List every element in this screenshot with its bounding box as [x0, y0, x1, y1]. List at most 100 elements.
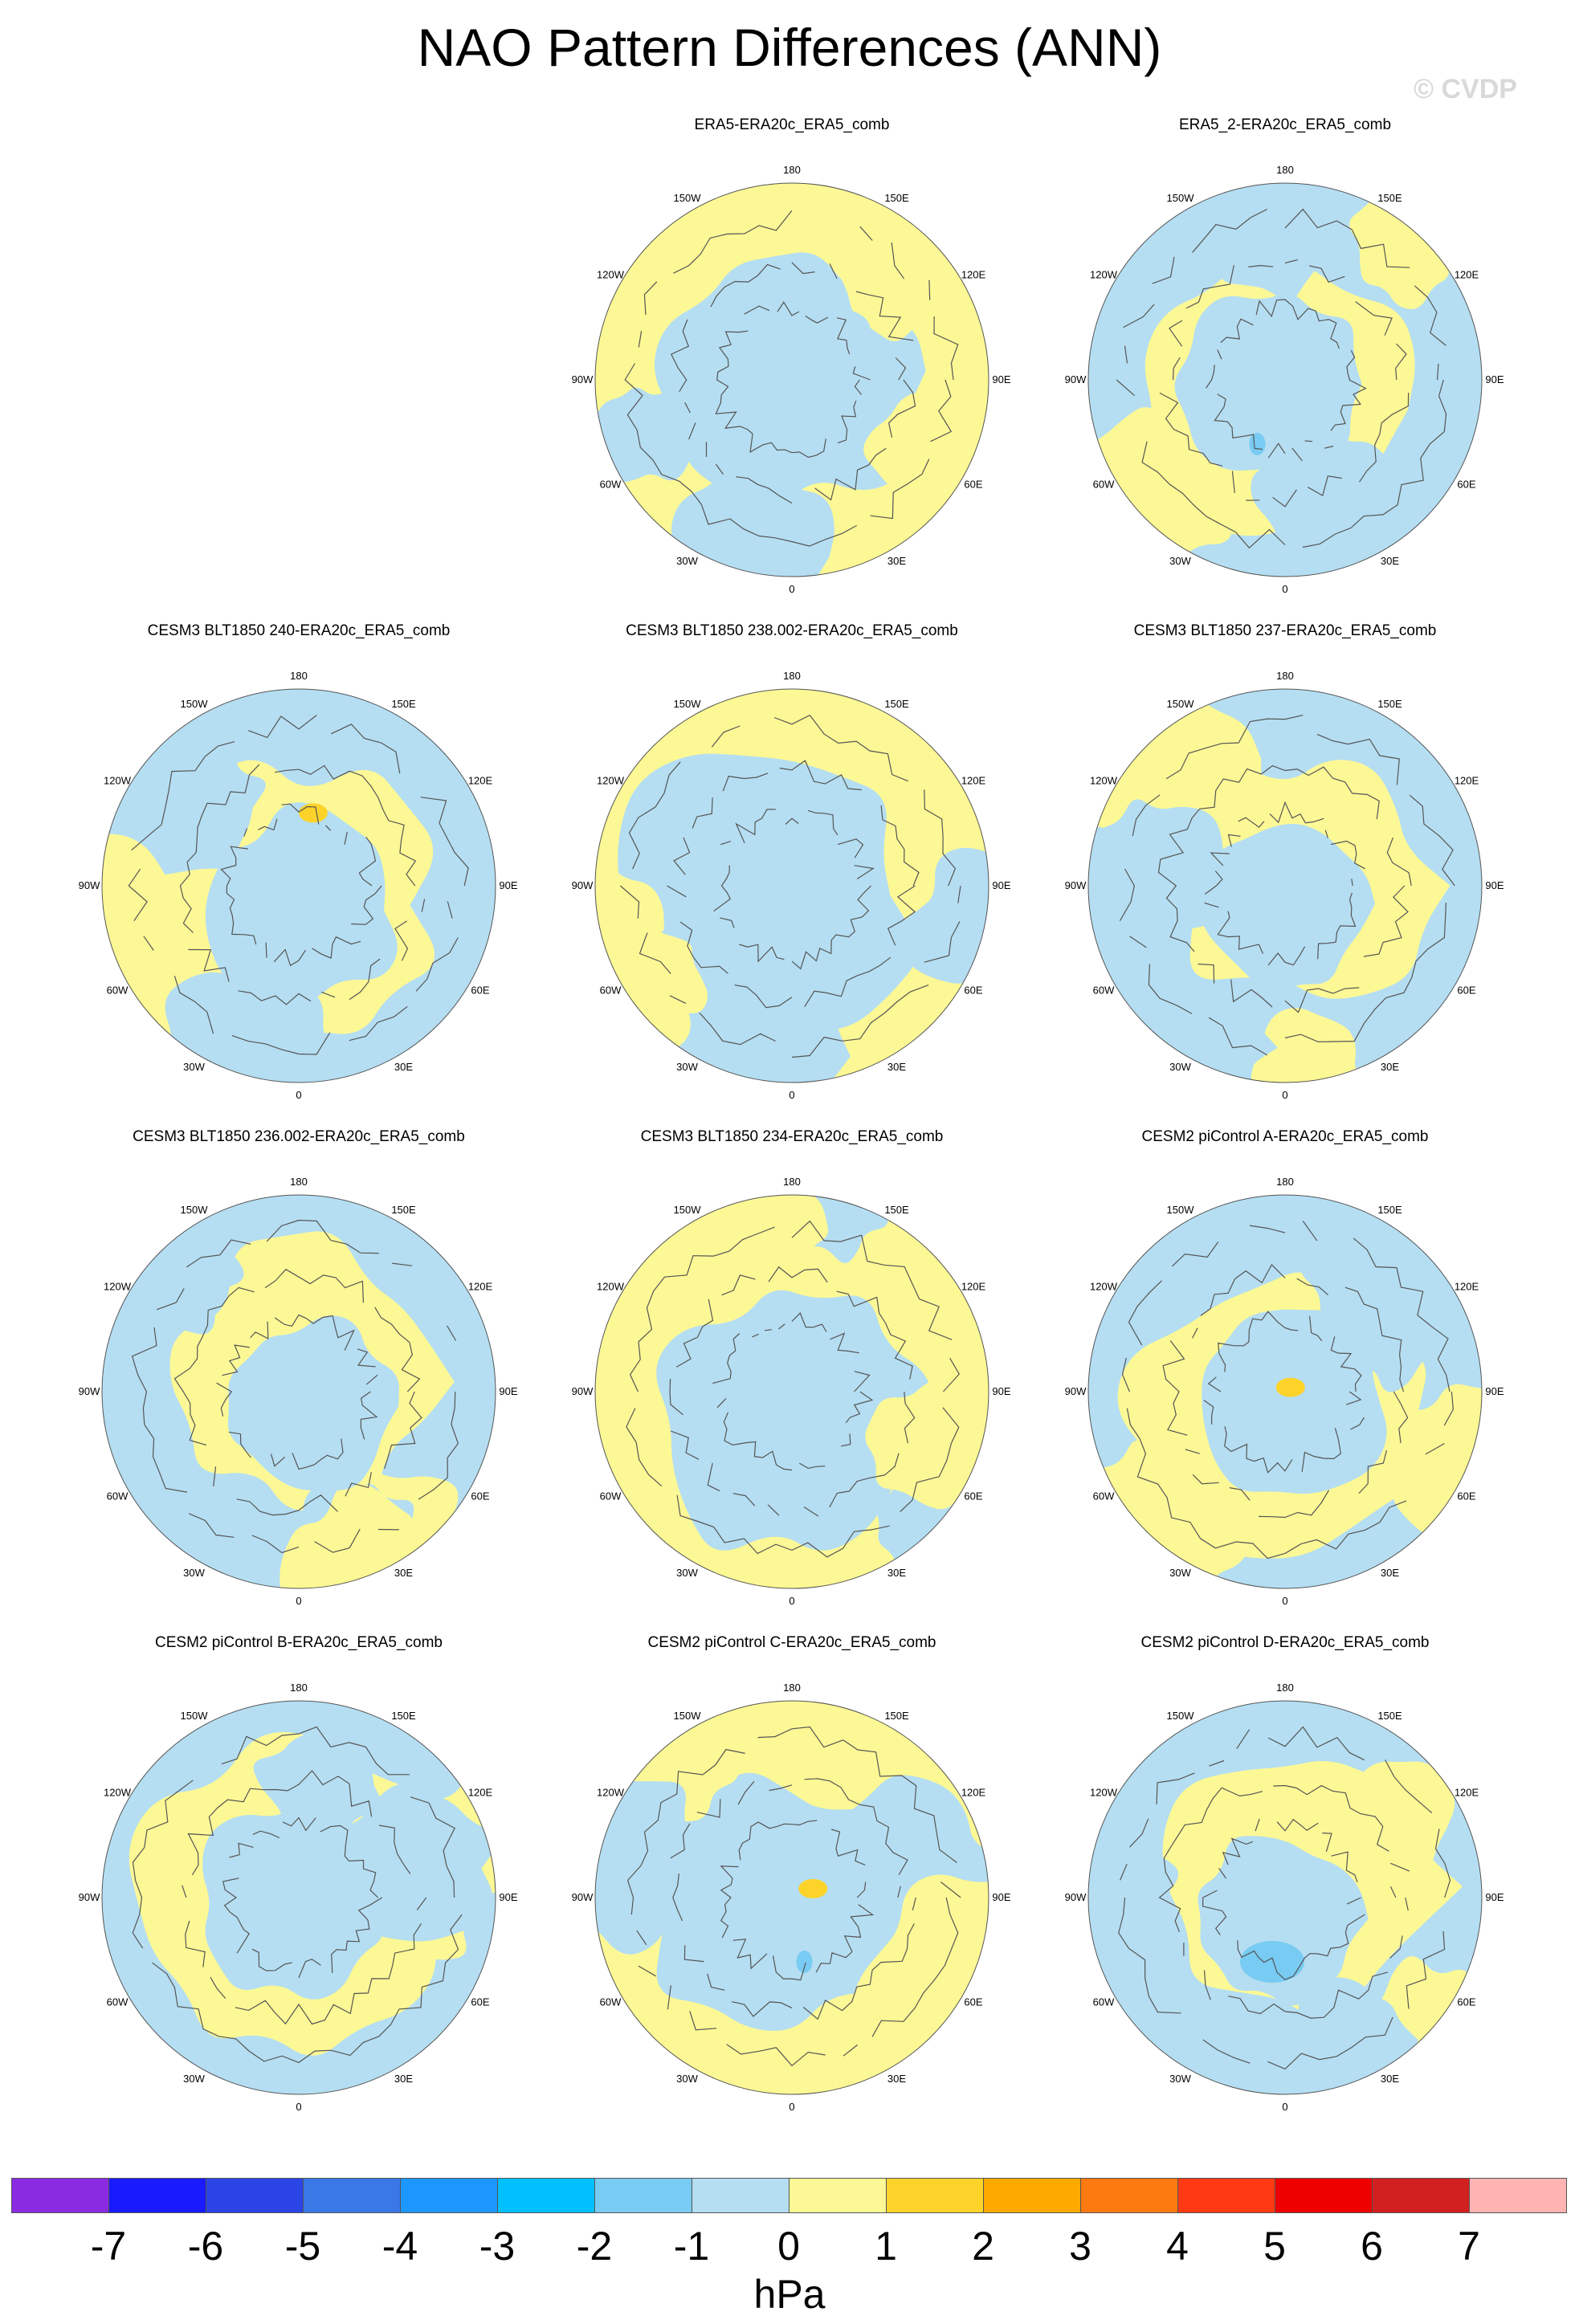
- colorbar-tick-label: -5: [284, 2224, 321, 2269]
- anomaly-region: [202, 1804, 384, 2000]
- longitude-label: 180: [1276, 670, 1294, 682]
- anomaly-region: [1375, 1384, 1482, 1557]
- longitude-label: 60E: [964, 479, 982, 491]
- longitude-label: 60W: [1093, 1996, 1115, 2008]
- longitude-label: 0: [1282, 1595, 1287, 1607]
- strong-anomaly-spot: [1240, 1941, 1305, 1983]
- longitude-label: 150E: [391, 1204, 416, 1216]
- map-panel: CESM2 piControl C-ERA20c_ERA5_comb 180 150…: [567, 1634, 1017, 2132]
- longitude-label: 60E: [471, 985, 489, 997]
- longitude-label: 120W: [597, 1281, 625, 1293]
- longitude-label: 30E: [887, 1061, 906, 1073]
- anomaly-region: [725, 1195, 829, 1266]
- longitude-label: 60W: [1093, 1490, 1115, 1502]
- polar-map: 180 150E 120E 90E 60E 30E 0 30W 60W 90W 120W 150W: [572, 670, 1011, 1101]
- longitude-label: 60W: [1093, 479, 1115, 491]
- longitude-label: 30E: [887, 555, 906, 567]
- longitude-label: 150W: [674, 1204, 702, 1216]
- cvdp-watermark: © CVDP: [1414, 74, 1517, 104]
- longitude-label: 150W: [181, 1710, 209, 1722]
- colorbar-tick-label: 5: [1263, 2224, 1286, 2269]
- longitude-label: 60E: [1457, 1490, 1475, 1502]
- colorbar-tick-label: -7: [90, 2224, 127, 2269]
- strong-anomaly-spot: [298, 803, 328, 823]
- map-panels: ERA5-ERA20c_ERA5_comb 180 150E 120E 90E 60E 30…: [74, 116, 1510, 2132]
- colorbar-tick-label: 7: [1458, 2224, 1480, 2269]
- panel-title: CESM3 BLT1850 236.002-ERA20c_ERA5_comb: [133, 1128, 465, 1145]
- anomaly-region: [663, 974, 851, 1082]
- polar-map: 180 150E 120E 90E 60E 30E 0 30W 60W 90W 120W 150W: [79, 1682, 518, 2113]
- colorbar-tick-label: -1: [673, 2224, 710, 2269]
- anomaly-region: [715, 1837, 871, 2007]
- map-panel: CESM3 BLT1850 234-ERA20c_ERA5_comb 180 150…: [567, 1128, 1017, 1626]
- longitude-label: 0: [296, 2101, 301, 2113]
- anomaly-region: [896, 847, 989, 984]
- panel-title: CESM3 BLT1850 238.002-ERA20c_ERA5_comb: [626, 622, 958, 639]
- longitude-label: 150E: [884, 192, 909, 204]
- coastlines: [128, 715, 469, 1055]
- coastlines: [626, 1726, 961, 2067]
- longitude-label: 60E: [471, 1996, 489, 2008]
- map-panel: CESM2 piControl B-ERA20c_ERA5_comb 180 150…: [74, 1634, 524, 2132]
- longitude-label: 60W: [107, 985, 129, 997]
- longitude-label: 30W: [183, 1567, 205, 1579]
- anomaly-region: [1198, 823, 1376, 993]
- longitude-label: 30W: [676, 555, 698, 567]
- longitude-label: 120E: [468, 1787, 493, 1799]
- polar-map: 180 150E 120E 90E 60E 30E 0 30W 60W 90W 120W 150W: [1065, 1176, 1504, 1607]
- longitude-label: 0: [296, 1089, 301, 1101]
- map-border: [101, 1194, 496, 1589]
- colorbar-tick-label: 6: [1361, 2224, 1383, 2269]
- colorbar-swatch: [303, 2178, 401, 2213]
- longitude-label: 30W: [676, 1567, 698, 1579]
- panel-title: CESM3 BLT1850 240-ERA20c_ERA5_comb: [147, 622, 451, 639]
- longitude-label: 150E: [884, 698, 909, 710]
- longitude-label: 150E: [884, 1204, 909, 1216]
- map-border: [594, 1700, 989, 2095]
- anomaly-region: [711, 300, 884, 481]
- map-border: [1087, 1194, 1483, 1589]
- map-border: [594, 182, 989, 577]
- longitude-label: 180: [290, 1682, 308, 1694]
- anomaly-region: [122, 741, 266, 875]
- longitude-label: 60W: [107, 1996, 129, 2008]
- coastlines: [626, 1220, 961, 1558]
- longitude-label: 150E: [391, 698, 416, 710]
- map-border: [594, 1194, 989, 1589]
- longitude-label: 180: [290, 1176, 308, 1188]
- longitude-label: 30E: [1381, 555, 1399, 567]
- longitude-label: 90W: [572, 373, 594, 385]
- colorbar-tick-label: 0: [777, 2224, 800, 2269]
- longitude-label: 90W: [79, 1891, 100, 1903]
- longitude-label: 150E: [884, 1710, 909, 1722]
- longitude-label: 30E: [1381, 2073, 1399, 2085]
- longitude-label: 60W: [1093, 985, 1115, 997]
- colorbar-swatch: [983, 2178, 1081, 2213]
- longitude-label: 90E: [499, 1891, 517, 1903]
- longitude-label: 90W: [1065, 879, 1087, 891]
- panel-title: CESM2 piControl B-ERA20c_ERA5_comb: [155, 1634, 443, 1651]
- colorbar-swatch: [789, 2178, 887, 2213]
- anomaly-region: [1088, 799, 1223, 943]
- coastlines: [619, 714, 961, 1058]
- longitude-label: 0: [789, 583, 794, 595]
- map-border: [101, 688, 496, 1083]
- longitude-label: 120E: [961, 269, 986, 281]
- coastlines: [624, 210, 959, 547]
- longitude-label: 180: [290, 670, 308, 682]
- anomaly-region: [205, 802, 398, 1013]
- longitude-label: 90E: [1485, 879, 1504, 891]
- longitude-label: 30W: [676, 1061, 698, 1073]
- longitude-label: 90W: [572, 879, 594, 891]
- longitude-label: 30E: [394, 2073, 413, 2085]
- longitude-label: 60W: [600, 1490, 622, 1502]
- colorbar-swatch: [400, 2178, 498, 2213]
- longitude-label: 120E: [468, 1281, 493, 1293]
- strong-anomaly-spot: [798, 1878, 828, 1898]
- colorbar-swatch: [1275, 2178, 1373, 2213]
- longitude-label: 0: [789, 1595, 794, 1607]
- longitude-label: 120E: [1455, 1281, 1479, 1293]
- longitude-label: 150W: [1167, 698, 1195, 710]
- longitude-label: 90E: [1485, 373, 1504, 385]
- map-panel: CESM3 BLT1850 237-ERA20c_ERA5_comb 180 150…: [1060, 622, 1510, 1120]
